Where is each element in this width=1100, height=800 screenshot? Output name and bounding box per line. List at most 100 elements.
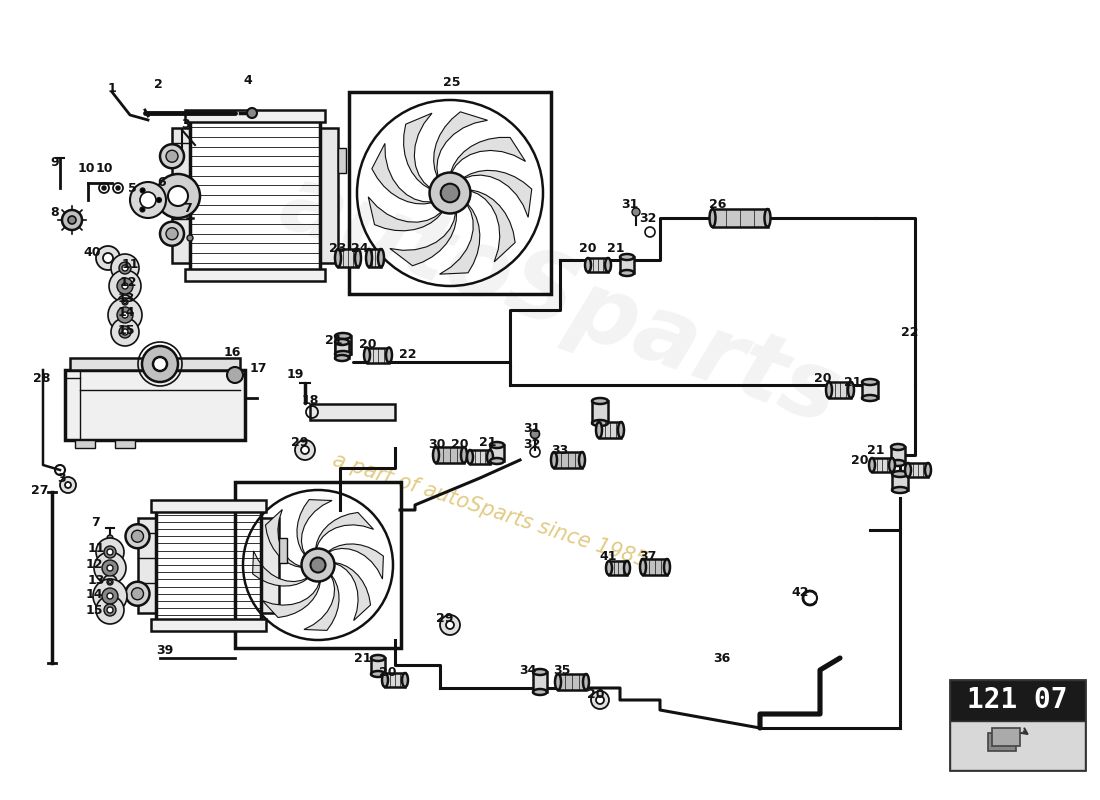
Circle shape <box>142 346 178 382</box>
Circle shape <box>102 186 106 190</box>
Ellipse shape <box>382 673 388 687</box>
Ellipse shape <box>371 655 385 661</box>
Ellipse shape <box>490 458 504 464</box>
Bar <box>172 127 190 262</box>
Text: 17: 17 <box>250 362 266 374</box>
Circle shape <box>132 588 143 600</box>
Ellipse shape <box>592 398 608 404</box>
Text: 33: 33 <box>551 443 569 457</box>
Bar <box>235 482 402 648</box>
Polygon shape <box>368 197 442 230</box>
Ellipse shape <box>891 444 905 450</box>
Circle shape <box>122 265 128 271</box>
Circle shape <box>132 530 143 542</box>
Bar <box>116 440 135 448</box>
Bar <box>713 209 768 227</box>
Text: 7: 7 <box>184 202 192 214</box>
Circle shape <box>111 254 139 282</box>
Circle shape <box>103 575 117 589</box>
Ellipse shape <box>596 422 602 438</box>
Text: 37: 37 <box>639 550 657 562</box>
Text: 25: 25 <box>443 75 461 89</box>
Text: 4: 4 <box>243 74 252 86</box>
Text: 13: 13 <box>87 574 104 586</box>
Text: 21: 21 <box>480 437 497 450</box>
Bar <box>336 336 351 354</box>
Circle shape <box>153 357 167 371</box>
Bar <box>908 463 928 477</box>
Circle shape <box>102 588 118 604</box>
Circle shape <box>140 207 145 212</box>
Polygon shape <box>297 500 332 555</box>
Ellipse shape <box>461 447 468 463</box>
Bar <box>138 518 155 613</box>
Circle shape <box>140 188 145 193</box>
Circle shape <box>119 326 131 338</box>
Polygon shape <box>470 190 515 262</box>
Ellipse shape <box>869 458 874 472</box>
Text: 23: 23 <box>329 242 346 254</box>
Ellipse shape <box>892 487 907 493</box>
Circle shape <box>168 186 188 206</box>
Ellipse shape <box>710 209 715 227</box>
Circle shape <box>65 482 72 488</box>
Text: 15: 15 <box>118 323 134 337</box>
Text: 41: 41 <box>600 550 617 562</box>
Bar <box>338 147 346 173</box>
Bar <box>185 269 324 281</box>
Circle shape <box>248 108 257 118</box>
Bar <box>155 507 261 622</box>
Text: 13: 13 <box>118 291 134 305</box>
Circle shape <box>123 301 126 303</box>
Text: 9: 9 <box>51 155 59 169</box>
Circle shape <box>632 208 640 216</box>
Circle shape <box>122 329 128 335</box>
Ellipse shape <box>826 382 832 398</box>
Circle shape <box>125 524 150 548</box>
Ellipse shape <box>585 258 591 272</box>
Text: a part of autoSparts since 1985: a part of autoSparts since 1985 <box>330 450 650 570</box>
Bar <box>367 347 389 362</box>
Ellipse shape <box>355 249 361 267</box>
Circle shape <box>117 307 133 323</box>
Text: 11: 11 <box>87 542 104 554</box>
Ellipse shape <box>433 447 439 463</box>
Text: 12: 12 <box>119 275 136 289</box>
Ellipse shape <box>468 450 473 464</box>
Ellipse shape <box>371 671 385 677</box>
Text: 21: 21 <box>867 443 884 457</box>
Text: 16: 16 <box>223 346 241 358</box>
Ellipse shape <box>606 561 612 575</box>
Circle shape <box>62 210 82 230</box>
Bar <box>558 674 586 690</box>
Polygon shape <box>372 143 432 204</box>
Bar <box>470 450 490 464</box>
Text: 8: 8 <box>51 206 59 219</box>
Circle shape <box>130 182 166 218</box>
Circle shape <box>160 144 184 168</box>
Text: 5: 5 <box>128 182 136 194</box>
Bar <box>261 518 278 613</box>
Circle shape <box>596 696 604 704</box>
Bar <box>988 733 1015 750</box>
Text: 18: 18 <box>301 394 319 406</box>
Circle shape <box>118 295 132 309</box>
Bar <box>534 672 547 692</box>
Ellipse shape <box>620 270 634 276</box>
Text: 121 07: 121 07 <box>967 686 1068 714</box>
Text: 40: 40 <box>84 246 101 258</box>
Circle shape <box>310 558 326 573</box>
Text: 20: 20 <box>379 666 397 678</box>
Text: 3: 3 <box>180 118 189 131</box>
Circle shape <box>441 184 460 202</box>
Text: 26: 26 <box>710 198 727 210</box>
Circle shape <box>94 552 126 584</box>
Ellipse shape <box>620 254 634 260</box>
Text: 36: 36 <box>714 651 730 665</box>
Text: 32: 32 <box>524 438 541 451</box>
Circle shape <box>68 216 76 224</box>
Ellipse shape <box>925 463 931 477</box>
Ellipse shape <box>336 355 349 361</box>
Circle shape <box>117 278 133 294</box>
Circle shape <box>295 440 315 460</box>
